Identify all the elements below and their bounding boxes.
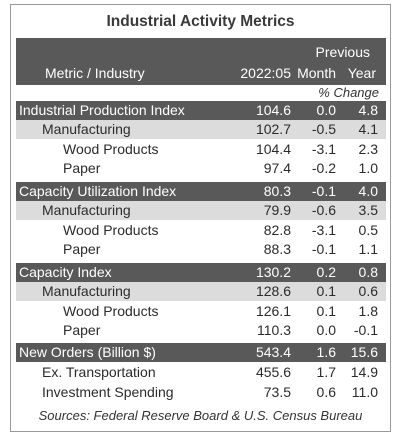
row-name: Investment Spending bbox=[42, 384, 174, 400]
table-row: Ex. Transportation 455.6 1.7 14.9 bbox=[16, 363, 386, 382]
row-name: New Orders (Billion $) bbox=[19, 344, 156, 360]
header-metric: Metric / Industry bbox=[45, 65, 145, 81]
row-year: 2.3 bbox=[358, 141, 378, 157]
row-name: Paper bbox=[63, 322, 101, 338]
table-header: Metric / Industry 2022:05 Previous Month… bbox=[16, 38, 386, 85]
row-value: 79.9 bbox=[263, 202, 291, 218]
pct-change-label: % Change bbox=[318, 85, 379, 100]
row-year: 4.8 bbox=[358, 102, 378, 118]
row-year: 1.8 bbox=[358, 303, 378, 319]
row-year: 14.9 bbox=[350, 364, 378, 380]
row-name: Wood Products bbox=[63, 303, 159, 319]
row-name: Capacity Index bbox=[19, 264, 112, 280]
row-year: 4.0 bbox=[358, 183, 378, 199]
row-year: 1.0 bbox=[358, 160, 378, 176]
source-note: Sources: Federal Reserve Board & U.S. Ce… bbox=[38, 408, 363, 423]
row-year: 1.1 bbox=[358, 241, 378, 257]
row-year: -0.1 bbox=[353, 322, 378, 338]
table-row: Manufacturing 128.6 0.1 0.6 bbox=[16, 282, 386, 301]
row-name: Industrial Production Index bbox=[19, 102, 185, 118]
row-month: 1.7 bbox=[316, 364, 336, 380]
row-value: 128.6 bbox=[255, 283, 291, 299]
row-year: 15.6 bbox=[350, 344, 378, 360]
row-value: 80.3 bbox=[263, 183, 291, 199]
table-row: Industrial Production Index 104.6 0.0 4.… bbox=[16, 101, 386, 120]
row-month: -0.5 bbox=[311, 121, 336, 137]
row-name: Wood Products bbox=[63, 141, 159, 157]
row-month: -0.6 bbox=[311, 202, 336, 218]
row-name: Manufacturing bbox=[42, 283, 131, 299]
table-row: Paper 88.3 -0.1 1.1 bbox=[16, 240, 386, 259]
row-year: 0.5 bbox=[358, 222, 378, 238]
row-month: -0.2 bbox=[311, 160, 336, 176]
row-month: -0.1 bbox=[311, 241, 336, 257]
table-row: Paper 110.3 0.0 -0.1 bbox=[16, 321, 386, 340]
row-year: 4.1 bbox=[358, 121, 378, 137]
table-row: New Orders (Billion $) 543.4 1.6 15.6 bbox=[16, 343, 386, 362]
row-value: 104.6 bbox=[255, 102, 291, 118]
row-name: Paper bbox=[63, 241, 101, 257]
row-value: 455.6 bbox=[255, 364, 291, 380]
row-value: 126.1 bbox=[255, 303, 291, 319]
row-month: 0.0 bbox=[316, 322, 336, 338]
header-year: Year bbox=[347, 65, 376, 81]
row-value: 88.3 bbox=[263, 241, 291, 257]
row-value: 543.4 bbox=[255, 344, 291, 360]
header-current: 2022:05 bbox=[240, 65, 291, 81]
row-value: 102.7 bbox=[255, 121, 291, 137]
row-value: 110.3 bbox=[257, 322, 291, 338]
table-row: Investment Spending 73.5 0.6 11.0 bbox=[16, 383, 386, 402]
row-month: 1.6 bbox=[316, 344, 336, 360]
row-value: 73.5 bbox=[263, 384, 291, 400]
header-month: Month bbox=[297, 65, 336, 81]
row-name: Wood Products bbox=[63, 222, 159, 238]
row-name: Manufacturing bbox=[42, 121, 131, 137]
table-title: Industrial Activity Metrics bbox=[106, 13, 295, 30]
table-row: Wood Products 126.1 0.1 1.8 bbox=[16, 302, 386, 321]
row-month: 0.1 bbox=[316, 283, 336, 299]
row-year: 0.8 bbox=[358, 264, 378, 280]
row-year: 11.0 bbox=[351, 384, 378, 400]
row-year: 3.5 bbox=[358, 202, 378, 218]
row-month: -3.1 bbox=[311, 222, 336, 238]
row-month: 0.6 bbox=[316, 384, 336, 400]
table-row: Wood Products 104.4 -3.1 2.3 bbox=[16, 140, 386, 159]
table-row: Paper 97.4 -0.2 1.0 bbox=[16, 159, 386, 178]
header-previous: Previous bbox=[315, 44, 370, 60]
row-month: 0.1 bbox=[316, 303, 336, 319]
row-year: 0.6 bbox=[358, 283, 378, 299]
row-value: 82.8 bbox=[263, 222, 291, 238]
table-row: Wood Products 82.8 -3.1 0.5 bbox=[16, 221, 386, 240]
row-name: Manufacturing bbox=[42, 202, 131, 218]
table-row: Capacity Index 130.2 0.2 0.8 bbox=[16, 263, 386, 282]
row-name: Ex. Transportation bbox=[42, 364, 156, 380]
row-value: 97.4 bbox=[263, 160, 291, 176]
row-name: Paper bbox=[63, 160, 101, 176]
row-value: 130.2 bbox=[255, 264, 291, 280]
row-month: -0.1 bbox=[311, 183, 336, 199]
row-month: -3.1 bbox=[311, 141, 336, 157]
row-value: 104.4 bbox=[255, 141, 291, 157]
table-row: Manufacturing 102.7 -0.5 4.1 bbox=[16, 120, 386, 139]
row-name: Capacity Utilization Index bbox=[19, 183, 177, 199]
metrics-card: Industrial Activity Metrics Metric / Ind… bbox=[10, 4, 391, 432]
row-month: 0.2 bbox=[316, 264, 336, 280]
row-month: 0.0 bbox=[316, 102, 336, 118]
table-row: Capacity Utilization Index 80.3 -0.1 4.0 bbox=[16, 182, 386, 201]
table-row: Manufacturing 79.9 -0.6 3.5 bbox=[16, 201, 386, 220]
